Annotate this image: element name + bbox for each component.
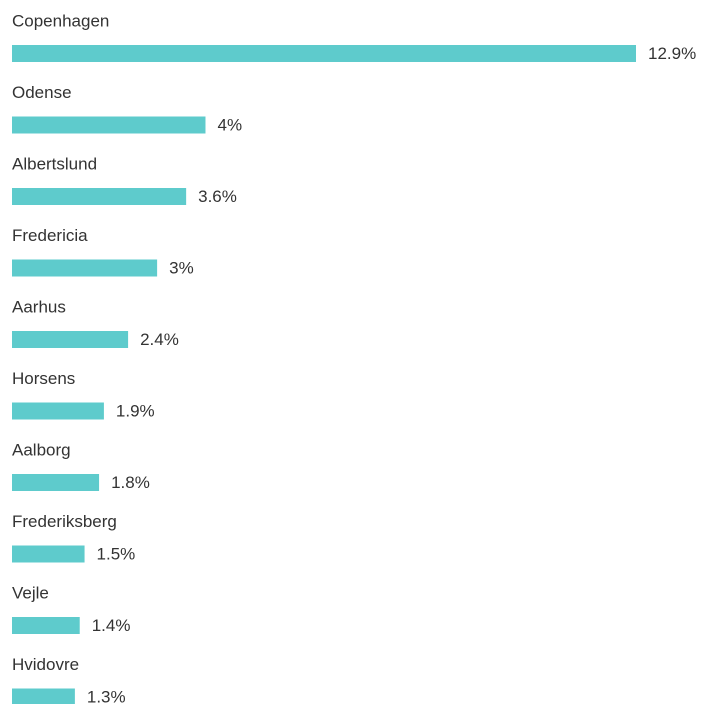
category-label: Horsens [12, 369, 75, 388]
bar [12, 402, 104, 420]
bar [12, 545, 85, 563]
category-label: Fredericia [12, 226, 88, 245]
value-label: 1.9% [116, 401, 155, 420]
bar [12, 116, 206, 134]
category-label: Albertslund [12, 154, 97, 173]
bar [12, 331, 129, 348]
value-label: 12.9% [648, 44, 696, 63]
value-label: 1.3% [87, 687, 126, 704]
category-label: Copenhagen [12, 11, 109, 30]
category-label: Frederiksberg [12, 512, 117, 531]
category-label: Vejle [12, 583, 49, 602]
value-label: 1.4% [92, 616, 131, 635]
value-label: 2.4% [140, 330, 179, 349]
value-label: 4% [217, 115, 242, 134]
bar [12, 474, 100, 491]
category-label: Aalborg [12, 440, 71, 459]
value-label: 3.6% [198, 187, 237, 206]
category-label: Aarhus [12, 297, 66, 316]
category-label: Odense [12, 83, 72, 102]
value-label: 1.8% [111, 473, 150, 492]
bar [12, 259, 158, 277]
bar [12, 617, 80, 634]
value-label: 1.5% [97, 544, 136, 563]
category-label: Hvidovre [12, 655, 79, 674]
bar [12, 688, 75, 704]
bar [12, 188, 187, 205]
value-label: 3% [169, 258, 194, 277]
bar [12, 45, 636, 62]
